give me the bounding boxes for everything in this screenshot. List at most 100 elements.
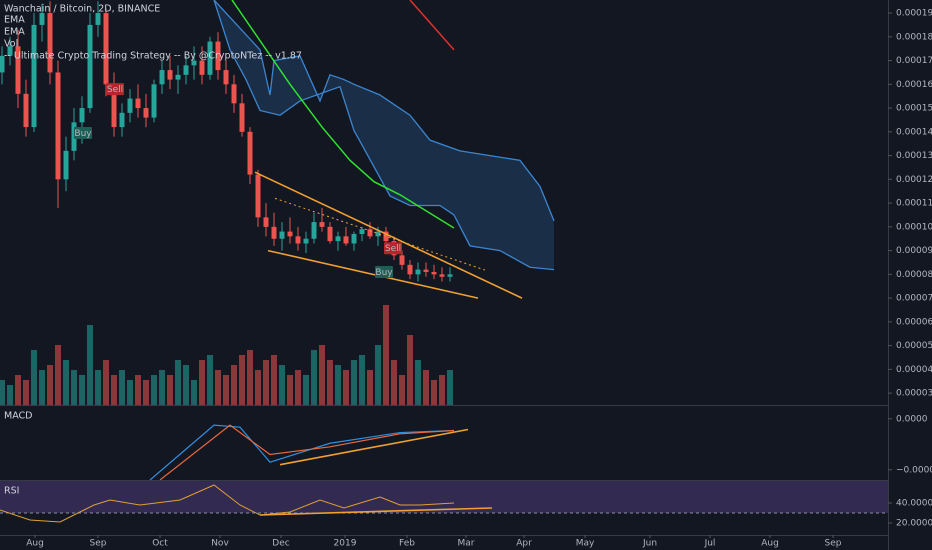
volume-bar bbox=[295, 370, 301, 405]
chart-title: Wanchain / Bitcoin, 2D, BINANCE bbox=[4, 4, 160, 15]
candle-body bbox=[383, 231, 389, 242]
volume-bar bbox=[431, 380, 437, 405]
volume-bar bbox=[247, 350, 253, 405]
x-tick-label: 2019 bbox=[334, 539, 357, 549]
x-tick-label: Jun bbox=[642, 539, 657, 549]
volume-bar bbox=[255, 370, 261, 405]
volume-bar bbox=[183, 365, 189, 405]
candle-body bbox=[247, 131, 253, 175]
volume-bar bbox=[55, 345, 61, 405]
candle-body bbox=[47, 13, 53, 73]
volume-bar bbox=[319, 345, 325, 405]
volume-bar bbox=[127, 380, 133, 405]
candle-body bbox=[135, 98, 141, 109]
indicator-label: EMA bbox=[4, 15, 25, 26]
volume-bar bbox=[103, 360, 109, 405]
candle-body bbox=[215, 41, 221, 71]
candle-body bbox=[143, 108, 149, 118]
candle-body bbox=[423, 269, 429, 272]
x-tick-label: Oct bbox=[152, 539, 168, 549]
cloud-lower bbox=[213, 0, 555, 271]
y-tick-label: 0.0000500 bbox=[896, 341, 932, 351]
signal-label: Buy bbox=[375, 268, 393, 278]
x-tick-label: Mar bbox=[458, 539, 475, 549]
y-tick-label: −0.0000 bbox=[896, 465, 932, 475]
macd-line bbox=[149, 424, 455, 480]
rsi-pane-content bbox=[0, 481, 888, 523]
candle-body bbox=[255, 174, 261, 218]
volume-bar bbox=[303, 375, 309, 405]
candle-body bbox=[55, 72, 61, 180]
signal-box bbox=[106, 83, 124, 96]
cloud-upper bbox=[213, 0, 555, 222]
candle-body bbox=[431, 271, 437, 275]
candle-body bbox=[207, 41, 213, 75]
x-tick-label: Jul bbox=[704, 539, 716, 549]
volume-bar bbox=[263, 360, 269, 405]
volume-bar bbox=[7, 385, 13, 405]
candle-body bbox=[287, 231, 293, 237]
x-tick-label: May bbox=[576, 539, 595, 549]
volume-bar bbox=[143, 380, 149, 405]
candle-body bbox=[343, 236, 349, 244]
legend: Wanchain / Bitcoin, 2D, BINANCE EMA EMA … bbox=[4, 4, 302, 497]
trendline bbox=[279, 428, 469, 466]
x-tick-label: Apr bbox=[516, 539, 532, 549]
volume-bar bbox=[327, 360, 333, 405]
candle-body bbox=[415, 269, 421, 275]
y-tick-label: 0.0000300 bbox=[896, 389, 932, 399]
candle-body bbox=[127, 98, 133, 113]
y-tick-label: 0.0001000 bbox=[896, 222, 932, 232]
candle-body bbox=[279, 231, 285, 239]
candle-body bbox=[151, 84, 157, 118]
trendline bbox=[267, 249, 479, 299]
volume-bar bbox=[239, 355, 245, 405]
candle-body bbox=[263, 217, 269, 227]
y-tick-label: 0.0001600 bbox=[896, 80, 932, 90]
volume-bar bbox=[175, 360, 181, 405]
candle-body bbox=[239, 103, 245, 132]
x-tick-label: Aug bbox=[761, 539, 779, 549]
indicator-label: EMA bbox=[4, 27, 25, 38]
candle-body bbox=[223, 70, 229, 85]
x-tick-label: Sep bbox=[825, 539, 842, 549]
candle-body bbox=[359, 229, 365, 234]
volume-bar bbox=[119, 370, 125, 405]
cloud-fill bbox=[214, 0, 554, 270]
ema-line bbox=[231, 0, 455, 229]
trendline bbox=[254, 171, 523, 299]
volume-bar bbox=[31, 350, 37, 405]
volume-bar bbox=[79, 375, 85, 405]
volume-bar bbox=[159, 370, 165, 405]
volume-bar bbox=[223, 375, 229, 405]
candle-body bbox=[375, 231, 381, 237]
volume-bar bbox=[359, 355, 365, 405]
candle-body bbox=[87, 24, 93, 109]
volume-bar bbox=[215, 370, 221, 405]
rsi-pane bbox=[0, 481, 888, 535]
y-tick-label: 0.0001400 bbox=[896, 127, 932, 137]
volume-bar bbox=[199, 360, 205, 405]
candle-body bbox=[191, 60, 197, 66]
candle-body bbox=[167, 70, 173, 80]
candle-body bbox=[335, 236, 341, 242]
y-tick-label: 0.0001300 bbox=[896, 151, 932, 161]
volume-bar bbox=[335, 365, 341, 405]
volume-bar bbox=[375, 345, 381, 405]
volume-bar bbox=[207, 355, 213, 405]
candle-body bbox=[7, 46, 13, 56]
y-tick-label: 0.0001800 bbox=[896, 32, 932, 42]
candle-body bbox=[351, 233, 357, 244]
x-tick-label: Aug bbox=[26, 539, 44, 549]
volume-bar bbox=[71, 370, 77, 405]
candle-body bbox=[95, 13, 101, 25]
y-tick-label: 0.0000 bbox=[896, 414, 928, 424]
x-tick-label: Dec bbox=[272, 539, 289, 549]
pane-title: MACD bbox=[4, 411, 32, 422]
y-tick-label: 40.0000 bbox=[896, 499, 932, 509]
volume-bar bbox=[63, 360, 69, 405]
volume-bar bbox=[39, 370, 45, 405]
volume-bar bbox=[167, 375, 173, 405]
